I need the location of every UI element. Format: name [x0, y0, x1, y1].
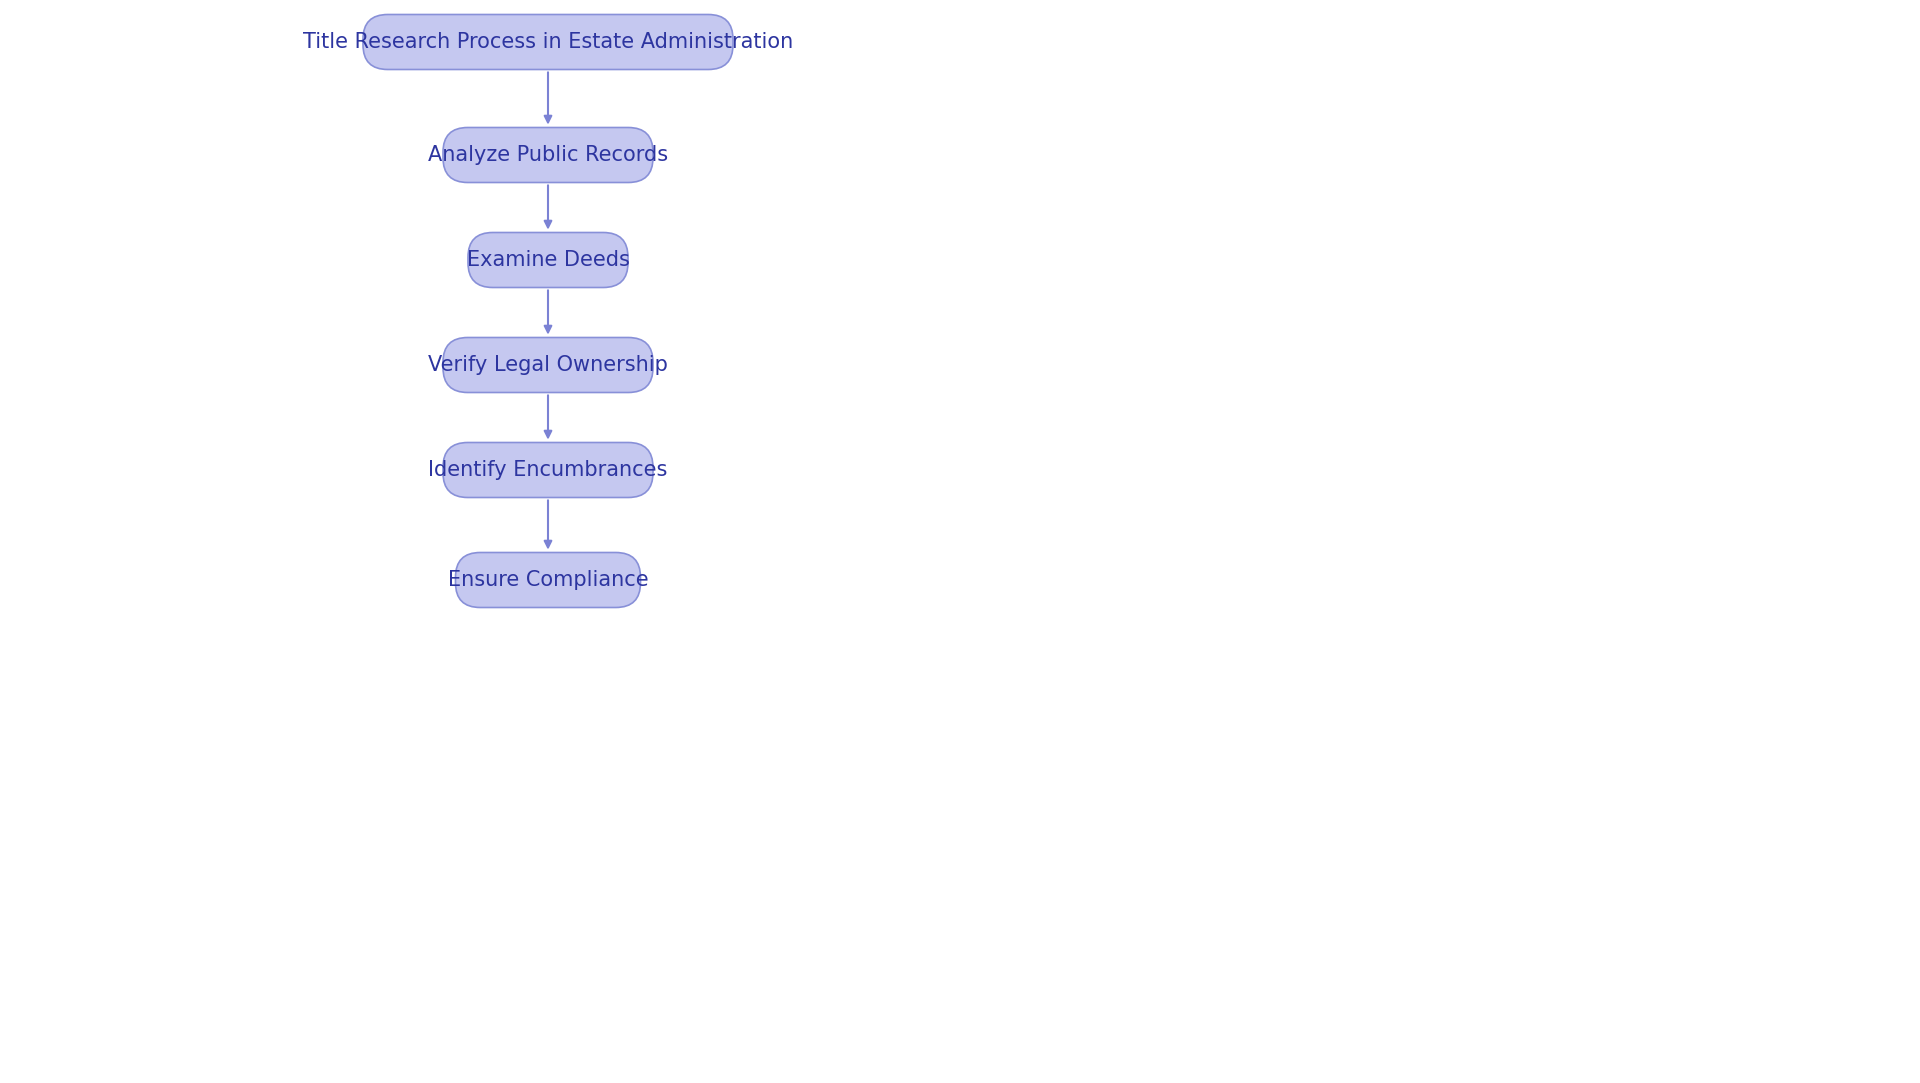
Text: Analyze Public Records: Analyze Public Records — [428, 145, 668, 165]
Text: Ensure Compliance: Ensure Compliance — [447, 570, 649, 590]
FancyBboxPatch shape — [363, 14, 733, 69]
FancyBboxPatch shape — [455, 552, 641, 608]
Text: Examine Deeds: Examine Deeds — [467, 250, 630, 270]
FancyBboxPatch shape — [444, 128, 653, 183]
Text: Title Research Process in Estate Administration: Title Research Process in Estate Adminis… — [303, 32, 793, 52]
FancyBboxPatch shape — [468, 233, 628, 287]
Text: Verify Legal Ownership: Verify Legal Ownership — [428, 355, 668, 375]
FancyBboxPatch shape — [444, 338, 653, 392]
Text: Identify Encumbrances: Identify Encumbrances — [428, 460, 668, 480]
FancyBboxPatch shape — [444, 443, 653, 497]
